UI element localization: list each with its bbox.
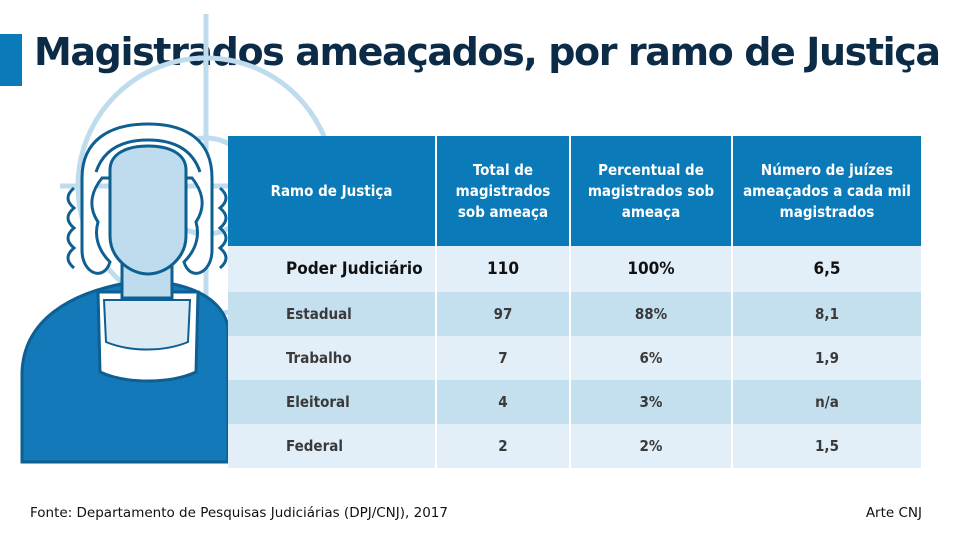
- cell-numero: 6,5: [731, 246, 921, 292]
- header-numero: Número de juízes ameaçados a cada mil ma…: [731, 136, 921, 246]
- cell-total: 4: [435, 380, 570, 424]
- cell-numero: 1,9: [731, 336, 921, 380]
- header-percentual: Percentual de magistrados sob ameaça: [569, 136, 732, 246]
- data-table-container: Ramo de Justiça Total de magistrados sob…: [228, 136, 921, 468]
- cell-percentual: 100%: [569, 246, 732, 292]
- table-row-total: Poder Judiciário 110 100% 6,5: [228, 246, 921, 292]
- cell-total: 110: [435, 246, 570, 292]
- header-total: Total de magistrados sob ameaça: [435, 136, 570, 246]
- judge-with-wig-icon: [20, 122, 230, 464]
- cell-ramo: Trabalho: [228, 336, 436, 380]
- page-title: Magistrados ameaçados, por ramo de Justi…: [34, 30, 941, 74]
- table-row: Federal 2 2% 1,5: [228, 424, 921, 468]
- table-row: Trabalho 7 6% 1,9: [228, 336, 921, 380]
- cell-ramo: Eleitoral: [228, 380, 436, 424]
- cell-percentual: 6%: [569, 336, 732, 380]
- cell-percentual: 2%: [569, 424, 732, 468]
- cell-numero: 1,5: [731, 424, 921, 468]
- credit-note: Arte CNJ: [865, 505, 922, 521]
- cell-percentual: 3%: [569, 380, 732, 424]
- source-note: Fonte: Departamento de Pesquisas Judiciá…: [30, 505, 448, 521]
- table-row: Estadual 97 88% 8,1: [228, 292, 921, 336]
- cell-numero: 8,1: [731, 292, 921, 336]
- cell-total: 2: [435, 424, 570, 468]
- table-row: Eleitoral 4 3% n/a: [228, 380, 921, 424]
- header-ramo: Ramo de Justiça: [228, 136, 436, 246]
- cell-total: 97: [435, 292, 570, 336]
- cell-numero: n/a: [731, 380, 921, 424]
- cell-total: 7: [435, 336, 570, 380]
- cell-percentual: 88%: [569, 292, 732, 336]
- cell-ramo: Poder Judiciário: [228, 246, 436, 292]
- table-header-row: Ramo de Justiça Total de magistrados sob…: [228, 136, 921, 246]
- data-table: Ramo de Justiça Total de magistrados sob…: [228, 136, 921, 468]
- title-accent-bar: [0, 34, 22, 86]
- cell-ramo: Federal: [228, 424, 436, 468]
- cell-ramo: Estadual: [228, 292, 436, 336]
